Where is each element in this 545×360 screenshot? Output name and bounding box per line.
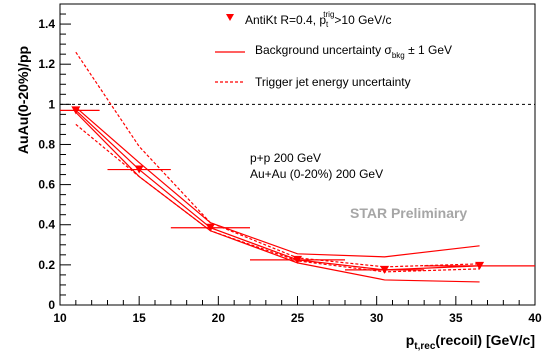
data-point-marker bbox=[71, 106, 81, 115]
data-point-marker bbox=[205, 223, 215, 232]
x-axis-title: pt,rec(recoil) [GeV/c] bbox=[406, 332, 535, 352]
x-tick-label: 40 bbox=[528, 311, 542, 325]
x-tick-label: 30 bbox=[370, 311, 384, 325]
y-tick-label: 0.2 bbox=[38, 258, 55, 272]
data-point-marker bbox=[380, 265, 390, 274]
central-curve bbox=[75, 109, 480, 271]
y-tick-label: 1.2 bbox=[38, 57, 55, 71]
x-tick-label: 25 bbox=[291, 311, 305, 325]
y-tick-label: 1 bbox=[48, 97, 55, 111]
x-tick-label: 35 bbox=[449, 311, 463, 325]
data-points bbox=[60, 106, 535, 274]
trigger-band-lower bbox=[75, 123, 480, 273]
annotation-pp: p+p 200 GeV bbox=[250, 151, 321, 165]
y-axis-title: AuAu(0-20%)/pp bbox=[15, 46, 31, 154]
y-tick-label: 0.6 bbox=[38, 178, 55, 192]
y-tick-label: 0 bbox=[48, 298, 55, 312]
annotation-auau: Au+Au (0-20%) 200 GeV bbox=[250, 167, 383, 181]
background-band-lower bbox=[75, 111, 480, 283]
background-band-upper bbox=[75, 106, 480, 258]
legend-solid-label: Background uncertainty σbkg ± 1 GeV bbox=[255, 43, 452, 60]
y-tick-label: 0.8 bbox=[38, 137, 55, 151]
x-tick-label: 10 bbox=[53, 311, 67, 325]
data-point-marker bbox=[293, 255, 302, 264]
data-point-marker bbox=[134, 165, 144, 174]
y-tick-label: 1.4 bbox=[38, 17, 55, 31]
legend-dashed-label: Trigger jet energy uncertainty bbox=[255, 75, 411, 89]
legend-marker-label: AntiKt R=0.4, pttrig>10 GeV/c bbox=[245, 10, 391, 29]
uncertainty-bands bbox=[75, 51, 480, 283]
data-point-marker bbox=[475, 261, 485, 270]
axis-ticks: 10 15 20 25 30 35 40 0 0.2 0.4 0.6 0.8 1 1.2 1.4 bbox=[38, 3, 542, 325]
x-tick-label: 15 bbox=[132, 311, 146, 325]
legend: AntiKt R=0.4, pttrig>10 GeV/c Background… bbox=[215, 10, 452, 89]
x-tick-label: 20 bbox=[212, 311, 226, 325]
trigger-band-upper bbox=[75, 51, 480, 268]
y-tick-label: 0.4 bbox=[38, 218, 55, 232]
legend-marker-triangle bbox=[226, 14, 234, 21]
star-preliminary: STAR Preliminary bbox=[350, 205, 467, 221]
